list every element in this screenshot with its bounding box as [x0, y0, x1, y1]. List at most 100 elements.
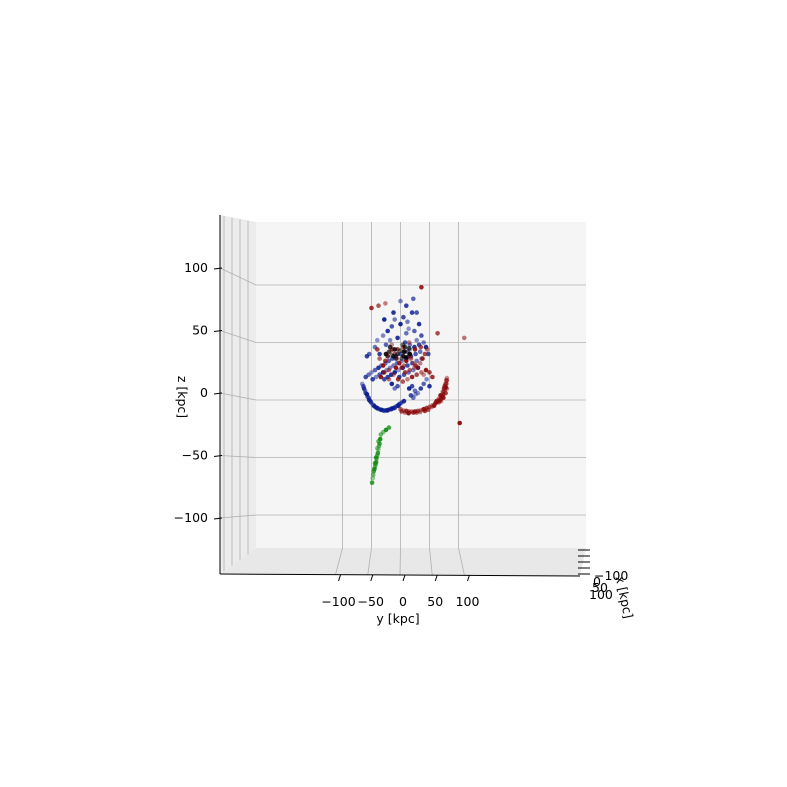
- y-tick-mark: [370, 574, 374, 582]
- y-tick-label: 100: [456, 594, 480, 609]
- y-tick-label: 0: [399, 594, 407, 609]
- data-point: [370, 475, 376, 481]
- data-point: [382, 370, 387, 375]
- data-point: [386, 349, 392, 355]
- side-grid-line-z-4: [219, 267, 257, 286]
- data-point: [372, 367, 378, 373]
- z-tick-mark: [213, 392, 223, 395]
- data-point: [392, 386, 398, 391]
- data-point: [415, 390, 421, 396]
- x-axis-label: x [kpc]: [613, 574, 637, 619]
- x-tick-label: 100: [589, 587, 613, 602]
- data-point: [409, 360, 415, 366]
- data-point: [435, 331, 440, 336]
- data-point: [366, 395, 371, 401]
- data-point: [375, 337, 380, 343]
- data-point: [426, 407, 431, 413]
- z-tick-label: 0: [200, 385, 208, 400]
- data-point: [387, 344, 393, 350]
- data-point: [380, 363, 386, 368]
- data-point: [441, 395, 446, 401]
- data-point: [371, 469, 377, 474]
- data-point: [419, 333, 424, 338]
- data-point: [405, 319, 410, 325]
- data-point: [392, 405, 398, 411]
- data-point: [414, 372, 420, 378]
- data-point: [370, 472, 376, 478]
- data-point: [392, 347, 398, 352]
- data-point: [369, 305, 374, 311]
- data-point: [376, 303, 381, 309]
- data-point: [398, 348, 403, 353]
- data-point: [405, 363, 410, 368]
- data-point: [369, 370, 374, 375]
- y-tick-mark: [434, 574, 438, 582]
- data-point: [386, 367, 392, 373]
- data-point: [427, 383, 432, 389]
- data-point: [401, 398, 407, 404]
- data-point: [431, 403, 437, 409]
- z-tick-mark: [213, 330, 223, 332]
- floor-grid-line-y-1: [367, 547, 372, 575]
- data-point: [444, 386, 450, 391]
- data-point: [392, 370, 398, 375]
- z-tick-label: −100: [174, 510, 208, 525]
- data-point: [412, 328, 417, 334]
- data-point: [414, 310, 420, 315]
- data-point: [376, 439, 381, 444]
- data-point: [418, 386, 424, 391]
- side-grid-line-z-3: [219, 330, 257, 343]
- data-point: [404, 303, 409, 309]
- side-grid-line-z-1: [219, 455, 257, 458]
- data-point: [404, 355, 409, 360]
- data-point: [371, 402, 377, 408]
- floor-pane: [220, 548, 586, 576]
- data-point: [386, 358, 392, 364]
- floor-grid-line-y-0: [335, 547, 343, 575]
- data-point: [402, 410, 408, 415]
- floor-grid-line-y-3: [429, 547, 433, 576]
- data-point: [417, 409, 423, 415]
- data-point: [401, 314, 406, 320]
- data-point: [401, 349, 407, 355]
- data-point: [385, 328, 391, 334]
- y-tick-mark: [467, 574, 470, 582]
- data-point: [412, 365, 417, 371]
- data-point: [407, 367, 413, 373]
- data-point: [407, 351, 413, 357]
- data-point: [383, 301, 388, 306]
- data-point: [411, 296, 416, 302]
- left-pane: [220, 215, 256, 574]
- z-tick-mark: [213, 517, 223, 520]
- data-point: [420, 356, 425, 361]
- data-point: [423, 367, 429, 373]
- z-tick-label: 50: [192, 323, 208, 338]
- data-points: [359, 285, 467, 486]
- x-tick-label: 0: [593, 574, 601, 589]
- data-point: [368, 398, 373, 404]
- data-point: [400, 342, 406, 348]
- data-point: [391, 310, 396, 315]
- data-point: [391, 372, 396, 378]
- data-point: [378, 374, 384, 380]
- data-point: [422, 351, 428, 357]
- data-point: [409, 374, 415, 380]
- data-point: [398, 298, 403, 304]
- data-point: [406, 340, 412, 345]
- data-point: [369, 480, 375, 486]
- data-point: [375, 405, 380, 411]
- data-point: [400, 379, 406, 384]
- data-point: [372, 461, 378, 466]
- data-point: [404, 358, 409, 364]
- data-point: [382, 317, 387, 322]
- data-point: [378, 432, 384, 437]
- data-point: [416, 321, 422, 327]
- data-point: [424, 347, 430, 352]
- back-pane: [256, 222, 586, 548]
- data-point: [361, 383, 366, 389]
- floor-grid-line-y-4: [458, 547, 465, 576]
- data-point: [427, 370, 432, 375]
- data-point: [409, 383, 415, 389]
- data-point: [411, 410, 416, 415]
